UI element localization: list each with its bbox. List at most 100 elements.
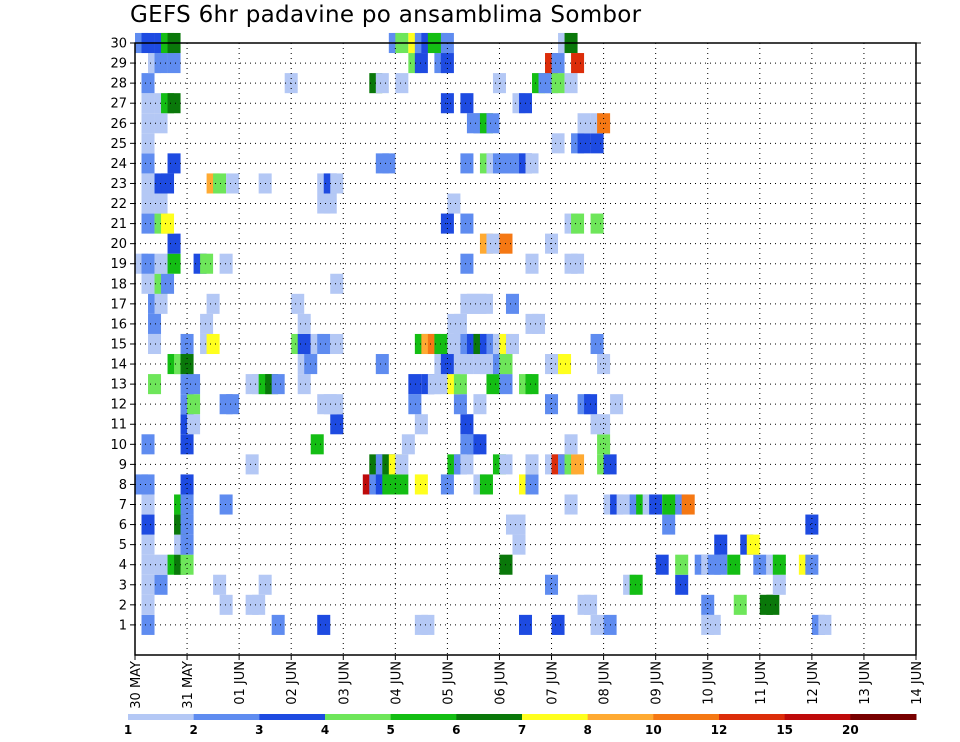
heat-cell (141, 574, 155, 595)
heat-cell (154, 574, 168, 595)
heat-cell (460, 253, 474, 274)
y-tick-label: 6 (119, 518, 127, 533)
heat-cell (395, 73, 409, 94)
heat-cell (141, 93, 155, 114)
heat-cell (571, 213, 585, 234)
heat-cell (486, 233, 500, 254)
heat-cell (154, 554, 168, 575)
heat-cell (772, 554, 786, 575)
y-tick-label: 3 (119, 578, 127, 593)
heat-cell (141, 113, 155, 134)
colorbar-swatch (850, 714, 917, 720)
heat-cell (460, 414, 474, 435)
heat-cell (408, 394, 422, 415)
y-tick-label: 13 (110, 378, 127, 393)
heat-cell (440, 474, 454, 495)
colorbar-label: 6 (452, 723, 460, 737)
heat-cell (479, 474, 493, 495)
heat-cell (701, 594, 715, 615)
heat-cell (148, 313, 162, 334)
heat-cell (571, 53, 585, 74)
heat-cell (219, 253, 233, 274)
colorbar-swatch (128, 714, 195, 720)
heat-cell (141, 173, 155, 194)
heat-cell (154, 53, 168, 74)
heat-cell (161, 173, 175, 194)
heat-cell (297, 374, 311, 395)
heat-cell (154, 293, 168, 314)
x-tick-label: 05 JUN (441, 661, 456, 705)
heat-cell (167, 93, 181, 114)
heat-cell (180, 434, 194, 455)
x-tick-label: 07 JUN (546, 661, 561, 705)
colorbar-label: 8 (583, 723, 591, 737)
heat-cell (818, 614, 832, 635)
heat-cell (473, 434, 487, 455)
heat-cell (479, 354, 493, 375)
plot-frame (134, 42, 917, 656)
heat-cell (460, 354, 474, 375)
heat-cell (460, 153, 474, 174)
heat-cell (271, 374, 285, 395)
heat-cell (505, 293, 519, 314)
heat-cell (486, 374, 500, 395)
heat-cell (187, 374, 201, 395)
y-tick-label: 30 (110, 37, 127, 52)
heat-cell (414, 474, 428, 495)
y-tick-label: 15 (110, 337, 127, 352)
heat-cell (141, 594, 155, 615)
heat-cell (564, 434, 578, 455)
heat-cell (753, 554, 767, 575)
heat-cell (141, 73, 155, 94)
y-tick-label: 29 (110, 57, 127, 72)
heat-cell (805, 514, 819, 535)
y-tick-label: 5 (119, 538, 127, 553)
heat-cell (473, 394, 487, 415)
heat-cell (460, 454, 474, 475)
heat-cell (655, 554, 669, 575)
x-tick-label: 08 JUN (598, 661, 613, 705)
x-tick-label: 04 JUN (389, 661, 404, 705)
heat-cell (200, 313, 214, 334)
y-tick-label: 22 (110, 197, 127, 212)
heat-cell (525, 474, 539, 495)
heat-cell (486, 113, 500, 134)
colorbar-label: 1 (124, 723, 132, 737)
colorbar-label: 3 (255, 723, 263, 737)
heat-cell (330, 394, 344, 415)
colorbar-swatch (587, 714, 654, 720)
heat-cell (330, 273, 344, 294)
y-tick-label: 10 (110, 438, 127, 453)
heat-cell (662, 514, 676, 535)
heat-cell (148, 374, 162, 395)
heat-cell (551, 133, 565, 154)
heat-cell (545, 574, 559, 595)
heat-cell (180, 494, 194, 515)
heat-cell (512, 534, 526, 555)
heat-cell (551, 53, 565, 74)
x-tick-label: 10 JUN (702, 661, 717, 705)
heat-cell (141, 514, 155, 535)
heat-cell (317, 614, 331, 635)
y-axis-labels: 1234567891011121314151617181920212223242… (110, 37, 127, 634)
colorbar-swatch (522, 714, 589, 720)
heat-cell (375, 73, 389, 94)
colorbar-swatch (193, 714, 260, 720)
heat-cell (154, 253, 168, 274)
colorbar-swatch (784, 714, 851, 720)
heat-cell (154, 193, 168, 214)
heat-cell (297, 313, 311, 334)
y-tick-label: 28 (110, 77, 127, 92)
colorbar-swatch (653, 714, 720, 720)
colorbar-swatch (259, 714, 326, 720)
heat-cell (141, 554, 155, 575)
chart-title: GEFS 6hr padavine po ansamblima Sombor (130, 2, 642, 28)
heat-cell (460, 93, 474, 114)
heat-cell (317, 333, 331, 355)
y-tick-label: 4 (119, 558, 127, 573)
heat-cell (206, 333, 220, 355)
heat-cell (440, 354, 454, 375)
colorbar-label: 12 (711, 723, 728, 737)
y-tick-label: 23 (110, 177, 127, 192)
y-tick-label: 24 (110, 157, 127, 172)
